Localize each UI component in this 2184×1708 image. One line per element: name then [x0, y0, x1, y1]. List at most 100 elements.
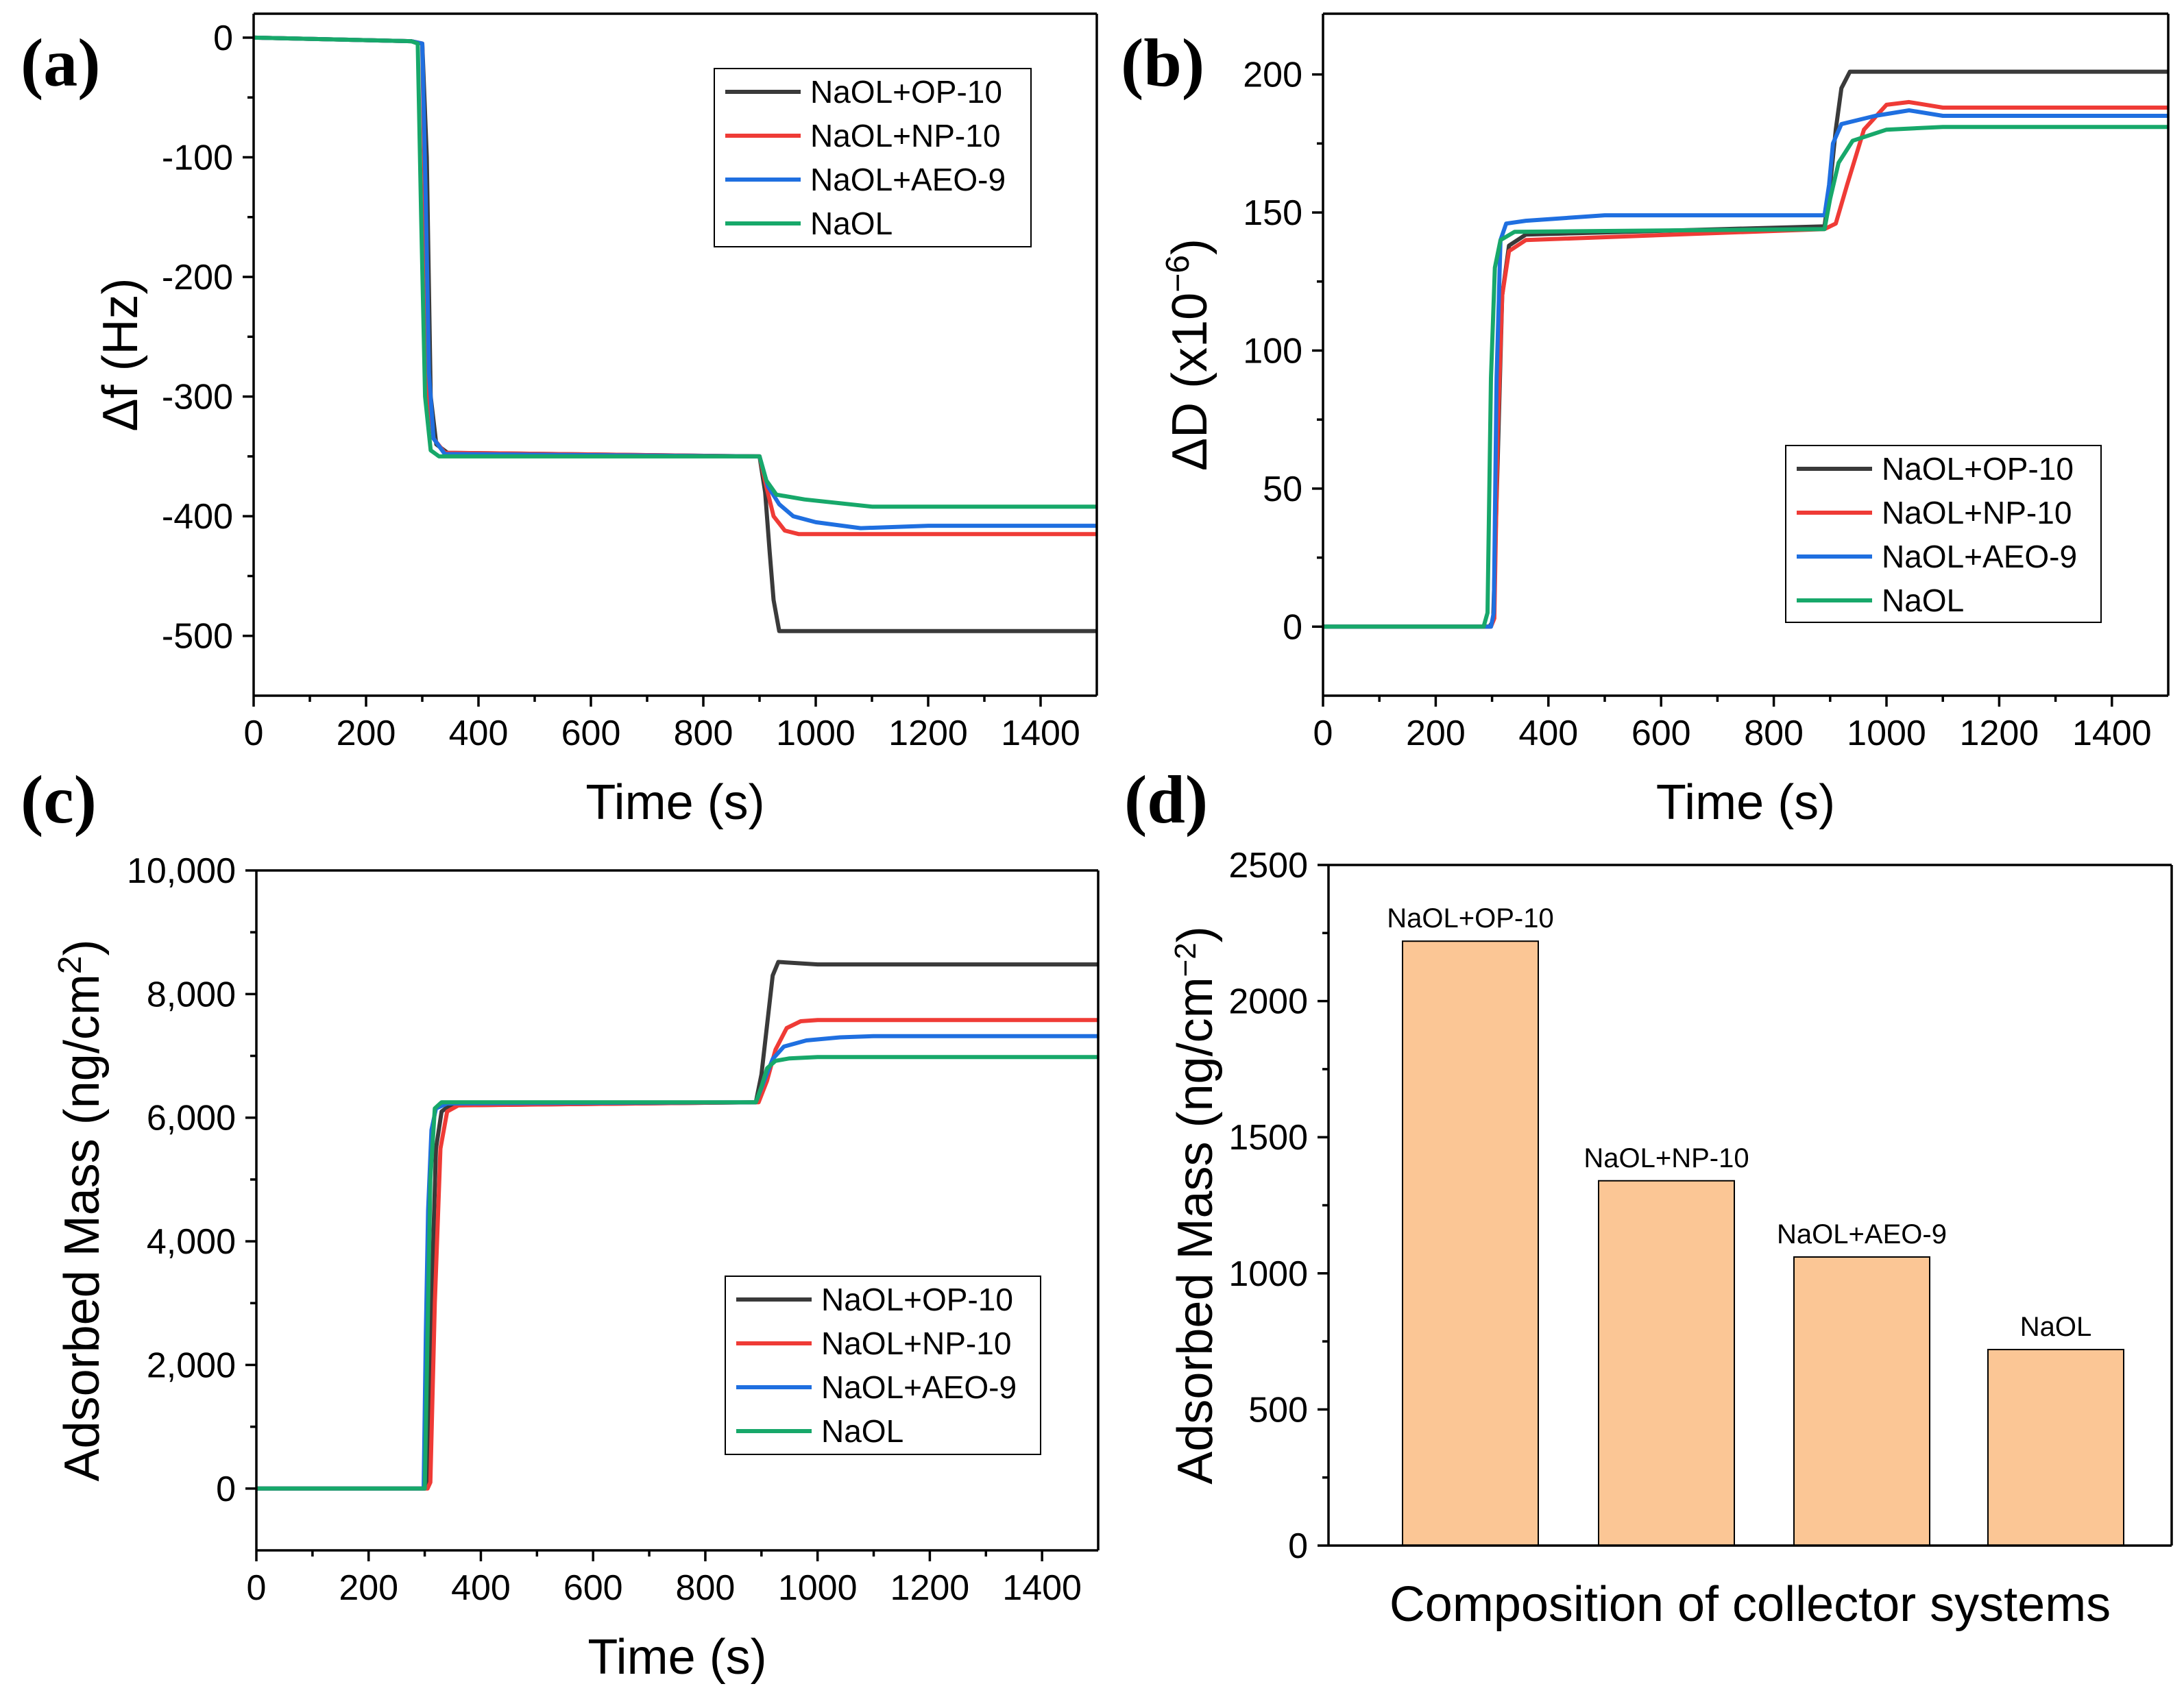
- legend-label-naol-np-10: NaOL+NP-10: [1882, 495, 2072, 530]
- x-tick-label: 400: [1518, 713, 1578, 753]
- x-tick-label: 800: [1744, 713, 1804, 753]
- panel-label: (c): [21, 761, 97, 838]
- x-tick-label: 1200: [1960, 713, 2039, 753]
- y-axis-title: Adsorbed Mass (ng/cm−2): [1168, 926, 1223, 1484]
- y-tick-label: 2,000: [147, 1345, 236, 1385]
- x-tick-label: 0: [244, 713, 264, 753]
- bar-naol: [1987, 1349, 2124, 1546]
- series-line-naol-aeo-9: [1323, 108, 2168, 629]
- y-tick-label: 0: [216, 1469, 236, 1509]
- bar-label-naol-np-10: NaOL+NP-10: [1584, 1143, 1749, 1173]
- x-tick-label: 400: [451, 1568, 511, 1608]
- y-tick-label: -400: [162, 497, 233, 537]
- y-axis-title-end: ): [1163, 239, 1217, 255]
- y-tick-label: -300: [162, 378, 233, 417]
- x-axis-title: Time (s): [587, 1630, 766, 1685]
- x-tick-label: 0: [247, 1568, 267, 1608]
- x-tick-label: 1400: [1002, 1568, 1082, 1608]
- y-axis-title-main: Adsorbed Mass (ng/cm: [1168, 977, 1223, 1484]
- legend-label-naol: NaOL: [1882, 583, 1964, 618]
- bar-label-naol: NaOL: [2020, 1312, 2092, 1342]
- panel-label: (a): [21, 25, 101, 101]
- x-axis-title: Composition of collector systems: [1390, 1577, 2111, 1632]
- y-tick-label: 2000: [1228, 982, 1308, 1022]
- series-group: [1323, 69, 2168, 629]
- x-tick-label: 1000: [1847, 713, 1926, 753]
- x-tick-label: 1200: [890, 1568, 970, 1608]
- y-tick-label: 100: [1243, 331, 1302, 371]
- x-tick-label: 400: [449, 713, 509, 753]
- legend-label-naol-op-10: NaOL+OP-10: [821, 1282, 1013, 1317]
- y-axis-title-end: ): [1168, 926, 1223, 942]
- y-tick-label: 8,000: [147, 975, 236, 1014]
- x-tick-label: 1200: [888, 713, 968, 753]
- bar-label-naol-aeo-9: NaOL+AEO-9: [1777, 1219, 1947, 1249]
- x-axis-title: Time (s): [585, 775, 764, 830]
- x-tick-label: 1400: [1001, 713, 1080, 753]
- bar-label-naol-op-10: NaOL+OP-10: [1387, 903, 1553, 934]
- legend-label-naol-op-10: NaOL+OP-10: [1882, 451, 2074, 487]
- y-tick-label: 4,000: [147, 1222, 236, 1262]
- x-tick-label: 200: [1406, 713, 1466, 753]
- panel-d-bar-chart: (d) NaOL+OP-10 NaOL+NP-10 NaOL+AEO-9 NaOL 0 50…: [1124, 761, 2173, 1632]
- y-tick-label: 6,000: [147, 1099, 236, 1138]
- y-tick-label: 500: [1248, 1390, 1308, 1430]
- x-tick-label: 800: [674, 713, 733, 753]
- y-axis-title-end: ): [55, 940, 110, 956]
- legend-label-naol-aeo-9: NaOL+AEO-9: [1882, 539, 2077, 574]
- legend-box: [714, 68, 1032, 247]
- y-axis-title: Adsorbed Mass (ng/cm2): [52, 940, 110, 1482]
- panel-label: (b): [1121, 25, 1204, 101]
- y-axis-title: ΔD (x10−6): [1160, 239, 1217, 471]
- y-tick-label: 2500: [1228, 846, 1308, 886]
- legend-label-naol-op-10: NaOL+OP-10: [810, 74, 1002, 110]
- panel-label: (d): [1124, 761, 1208, 838]
- series-group: [254, 35, 1097, 633]
- y-tick-label: 10,000: [127, 851, 236, 891]
- legend-label-naol-np-10: NaOL+NP-10: [810, 118, 1000, 154]
- y-axis-title-sup: −6: [1160, 255, 1196, 293]
- bar-naol-op-10: [1402, 940, 1539, 1546]
- bar-naol-np-10: [1598, 1180, 1735, 1546]
- legend-label-naol-aeo-9: NaOL+AEO-9: [810, 162, 1006, 197]
- panel-a-delta-f-chart: (a) 0 200 400 600 800 1000 1200 1400 0 -100 -200 -30…: [21, 12, 1098, 830]
- y-tick-label: 0: [213, 19, 233, 58]
- x-tick-label: 600: [561, 713, 621, 753]
- x-tick-label: 1000: [776, 713, 856, 753]
- y-tick-label: -200: [162, 258, 233, 297]
- legend-box: [725, 1276, 1041, 1455]
- y-tick-label: 150: [1243, 193, 1302, 233]
- legend-box: [1785, 445, 2102, 623]
- series-line-naol: [1323, 125, 2168, 629]
- legend: NaOL+OP-10 NaOL+NP-10 NaOL+AEO-9 NaOL: [1785, 445, 2102, 623]
- y-tick-label: 0: [1283, 607, 1302, 647]
- x-tick-label: 0: [1313, 713, 1333, 753]
- y-axis-title-main: Adsorbed Mass (ng/cm: [55, 974, 110, 1481]
- y-tick-label: 0: [1288, 1526, 1308, 1566]
- panel-c-adsorbed-mass-chart: (c) 0 200 400 600 800 1000 1200 1400 0 2,000 4,000 6…: [21, 761, 1100, 1685]
- y-axis-title-main: Δf (Hz): [93, 278, 148, 431]
- legend-label-naol: NaOL: [821, 1413, 903, 1449]
- y-axis-title-main: ΔD (x10: [1163, 293, 1217, 471]
- legend-label-naol-np-10: NaOL+NP-10: [821, 1326, 1011, 1361]
- x-tick-label: 200: [337, 713, 396, 753]
- y-axis-title-sup: 2: [52, 955, 88, 974]
- y-tick-label: -100: [162, 138, 233, 178]
- x-tick-label: 200: [339, 1568, 398, 1608]
- series-group: [256, 960, 1098, 1491]
- series-line-naol: [254, 35, 1097, 509]
- series-line-naol: [256, 1055, 1098, 1491]
- legend: NaOL+OP-10 NaOL+NP-10 NaOL+AEO-9 NaOL: [714, 68, 1032, 247]
- legend: NaOL+OP-10 NaOL+NP-10 NaOL+AEO-9 NaOL: [725, 1276, 1041, 1455]
- y-axis-title-sup: −2: [1169, 942, 1202, 977]
- bar-naol-aeo-9: [1793, 1256, 1930, 1547]
- x-tick-label: 1400: [2072, 713, 2152, 753]
- x-tick-label: 600: [1631, 713, 1691, 753]
- y-tick-label: -500: [162, 617, 233, 657]
- x-axis-title: Time (s): [1656, 775, 1835, 830]
- panel-b-delta-d-chart: (b) 0 200 400 600 800 1000 1200 1400 0 50 100 150 200…: [1121, 12, 2170, 830]
- y-tick-label: 200: [1243, 56, 1302, 95]
- y-tick-label: 1500: [1228, 1118, 1308, 1158]
- x-tick-label: 800: [676, 1568, 736, 1608]
